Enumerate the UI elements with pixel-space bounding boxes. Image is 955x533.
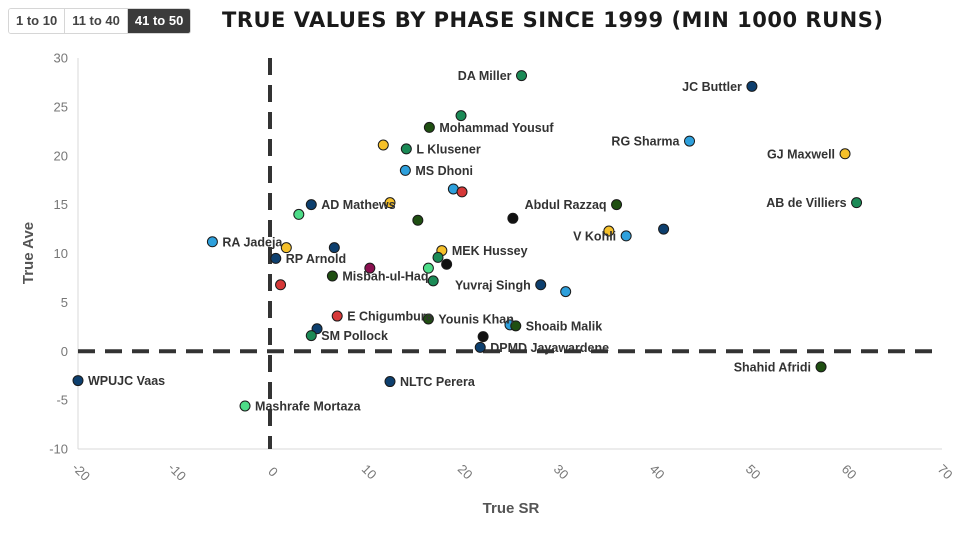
data-point[interactable] [427, 275, 439, 287]
data-point[interactable] [611, 199, 623, 211]
tab-1-to-10[interactable]: 1 to 10 [9, 9, 66, 33]
x-tick-label: 0 [265, 464, 281, 480]
data-point[interactable] [516, 70, 528, 82]
point-label: Yuvraj Singh [455, 278, 531, 292]
y-tick-label: -10 [49, 442, 68, 457]
data-point[interactable] [456, 186, 468, 198]
x-tick-label: 30 [551, 461, 572, 482]
data-point[interactable] [399, 164, 411, 176]
data-point[interactable] [839, 148, 851, 160]
data-point[interactable] [422, 262, 434, 274]
data-point[interactable] [474, 341, 486, 353]
point-label: DPMD Jayawardene [490, 341, 609, 355]
data-point[interactable] [377, 139, 389, 151]
point-label: RA Jadeja [222, 235, 283, 249]
tab-41-to-50[interactable]: 41 to 50 [127, 9, 191, 33]
point-label: GJ Maxwell [767, 147, 835, 161]
point-label: Mohammad Yousuf [439, 121, 554, 135]
reference-lines [78, 58, 932, 449]
data-point[interactable] [384, 197, 396, 209]
data-point[interactable] [326, 270, 338, 282]
data-point[interactable] [412, 214, 424, 226]
y-axis-label: True Ave [20, 222, 37, 284]
data-point[interactable] [815, 361, 827, 373]
data-point[interactable] [432, 251, 444, 263]
data-point[interactable] [603, 225, 615, 237]
data-point[interactable] [441, 258, 453, 270]
data-point[interactable] [280, 242, 292, 254]
point-label: WPUJC Vaas [88, 374, 165, 388]
point-label: L Klusener [416, 142, 481, 156]
data-point[interactable] [423, 121, 435, 133]
data-point[interactable] [328, 242, 340, 254]
data-point[interactable] [239, 400, 251, 412]
point-label: Abdul Razzaq [525, 198, 607, 212]
data-point[interactable] [270, 252, 282, 264]
data-point[interactable] [477, 331, 489, 343]
y-tick-label: 20 [54, 148, 68, 163]
tab-11-to-40[interactable]: 11 to 40 [65, 9, 128, 33]
point-label: E Chigumbura [347, 310, 433, 324]
data-point[interactable] [507, 212, 519, 224]
point-label: RG Sharma [611, 135, 680, 149]
point-label: Mashrafe Mortaza [255, 399, 362, 413]
point-label: RP Arnold [286, 252, 346, 266]
data-point[interactable] [293, 208, 305, 220]
point-label: V Kohli [573, 229, 616, 243]
data-point[interactable] [305, 199, 317, 211]
data-point[interactable] [384, 376, 396, 388]
y-tick-label: 5 [61, 295, 68, 310]
data-point[interactable] [305, 330, 317, 342]
y-tick-label: -5 [56, 393, 68, 408]
point-label: Shoaib Malik [526, 319, 602, 333]
point-label: DA Miller [458, 69, 512, 83]
data-point[interactable] [206, 236, 218, 248]
data-point[interactable] [72, 375, 84, 387]
x-tick-label: -20 [69, 460, 93, 484]
chart-title: True values by phase since 1999 (min 100… [222, 8, 884, 32]
data-point[interactable] [658, 223, 670, 235]
y-tick-label: 25 [54, 99, 68, 114]
x-tick-label: 20 [455, 461, 476, 482]
data-point[interactable] [560, 286, 572, 298]
data-point[interactable] [510, 320, 522, 332]
data-point[interactable] [535, 279, 547, 291]
data-point[interactable] [455, 110, 467, 122]
x-tick-label: -10 [165, 460, 189, 484]
data-point[interactable] [746, 80, 758, 92]
point-label: AB de Villiers [766, 196, 846, 210]
point-label: SM Pollock [321, 329, 388, 343]
x-tick-label: 70 [935, 461, 955, 482]
x-axis-label: True SR [483, 500, 540, 517]
point-label: Younis Khan [438, 312, 513, 326]
y-tick-label: 10 [54, 246, 68, 261]
x-tick-label: 40 [647, 461, 668, 482]
point-label: NLTC Perera [400, 375, 476, 389]
y-tick-label: 15 [54, 197, 68, 212]
data-point[interactable] [684, 135, 696, 147]
x-tick-label: 10 [359, 461, 380, 482]
data-point[interactable] [400, 143, 412, 155]
data-point[interactable] [331, 310, 343, 322]
y-tick-label: 30 [54, 51, 68, 66]
data-point[interactable] [422, 313, 434, 325]
x-tick-label: 50 [743, 461, 764, 482]
point-label: Misbah-ul-Haq [342, 269, 428, 283]
point-label: Shahid Afridi [734, 360, 811, 374]
point-label: MEK Hussey [452, 244, 528, 258]
data-points [72, 70, 863, 412]
phase-tabs: 1 to 10 11 to 40 41 to 50 [8, 8, 192, 34]
x-tick-label: 60 [839, 461, 860, 482]
data-point[interactable] [851, 197, 863, 209]
point-labels: DA Miller JC Buttler Mohammad Yousuf RG Sha… [88, 69, 847, 413]
data-point[interactable] [364, 262, 376, 274]
point-label: MS Dhoni [415, 164, 473, 178]
y-tick-label: 0 [61, 344, 68, 359]
data-point[interactable] [620, 230, 632, 242]
point-label: JC Buttler [682, 80, 742, 94]
point-label: AD Mathews [321, 198, 395, 212]
data-point[interactable] [275, 279, 287, 291]
